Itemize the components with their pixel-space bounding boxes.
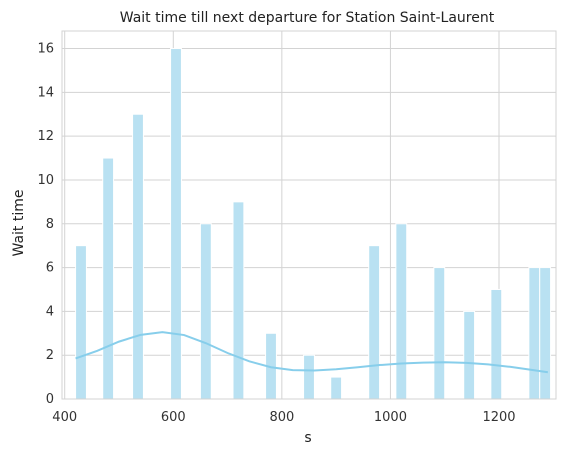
x-tick-label: 1200 bbox=[482, 410, 515, 425]
histogram-bar-1 bbox=[75, 245, 87, 400]
axes-frame bbox=[61, 30, 557, 400]
histogram-bar-5 bbox=[199, 223, 212, 400]
x-tick-label: 600 bbox=[161, 410, 186, 425]
histogram-bar-13 bbox=[463, 310, 476, 400]
x-tick-label: 800 bbox=[269, 410, 294, 425]
histogram-bar-6 bbox=[232, 201, 245, 400]
y-axis-label: Wait time bbox=[11, 190, 27, 257]
x-tick-label: 400 bbox=[52, 410, 77, 425]
y-tick-label: 6 bbox=[46, 261, 54, 276]
y-tick-label: 8 bbox=[46, 217, 54, 232]
chart-title: Wait time till next departure for Statio… bbox=[120, 10, 495, 26]
x-axis-label: s bbox=[304, 430, 311, 446]
histogram-bar-10 bbox=[368, 245, 381, 400]
y-tick-label: 16 bbox=[37, 42, 54, 57]
histogram-bar-11 bbox=[395, 223, 408, 400]
y-tick-label: 14 bbox=[37, 85, 54, 100]
histogram-bar-14 bbox=[490, 288, 503, 400]
histogram-bar-9 bbox=[330, 376, 343, 400]
y-tick-label: 10 bbox=[37, 173, 54, 188]
y-tick-label: 4 bbox=[46, 304, 54, 319]
histogram-bar-3 bbox=[132, 113, 144, 400]
histogram-bar-12 bbox=[433, 267, 446, 400]
tick-labels-layer: 0 2 4 6 8 10 12 14 16 400 600 800 1000 1200 bbox=[37, 42, 515, 425]
y-tick-label: 12 bbox=[37, 129, 54, 144]
y-tick-label: 0 bbox=[46, 392, 54, 407]
histogram-bar-2 bbox=[102, 157, 115, 400]
histogram-bar-15 bbox=[528, 267, 541, 400]
histogram-bar-16 bbox=[539, 267, 552, 400]
histogram-bar-8 bbox=[303, 354, 315, 400]
y-tick-label: 2 bbox=[46, 348, 54, 363]
kde-line-layer bbox=[75, 331, 549, 374]
kde-line bbox=[75, 331, 549, 374]
x-tick-label: 1000 bbox=[374, 410, 407, 425]
histogram-bar-4 bbox=[170, 48, 182, 400]
